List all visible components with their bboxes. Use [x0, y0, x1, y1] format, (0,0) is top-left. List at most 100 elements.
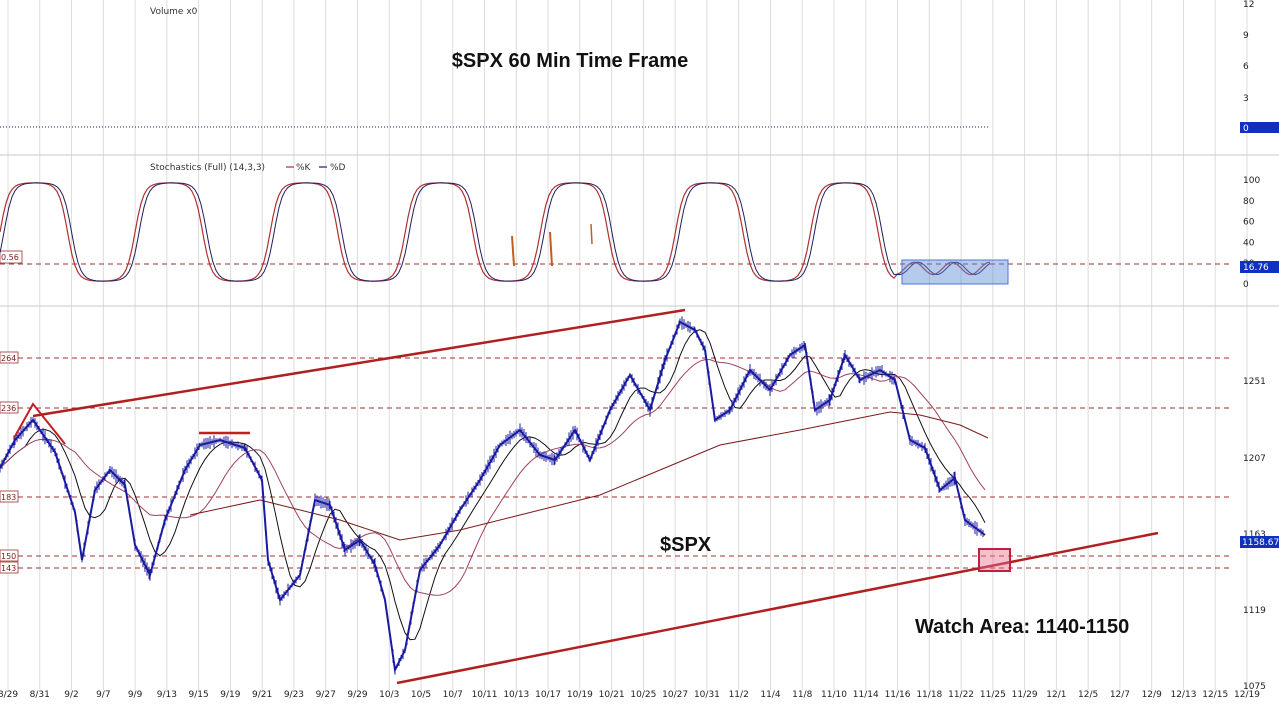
volume-last-box: [1240, 122, 1279, 133]
x-tick-label: 10/21: [599, 690, 625, 700]
price-level-box: [0, 549, 19, 562]
price-level-label: 236: [1, 404, 16, 413]
top-marker-caret: [13, 402, 66, 445]
x-tick-label: 9/7: [96, 690, 110, 700]
volume-tick: 3: [1243, 94, 1249, 104]
price-level-box: [0, 351, 19, 364]
x-tick-label: 9/13: [157, 690, 177, 700]
watch-area-box: [978, 548, 1011, 572]
stoch-arrow-1: [511, 235, 515, 267]
x-tick-label: 12/1: [1046, 690, 1066, 700]
volume-last-value: 0: [1243, 124, 1249, 134]
x-tick-label: 10/7: [443, 690, 463, 700]
volume-label: Volume x0: [150, 7, 198, 17]
x-tick-label: 11/2: [729, 690, 749, 700]
price-level-box: [0, 401, 19, 414]
price-tick: 1119: [1243, 606, 1266, 616]
volume-axis: 12 9 6 3: [1243, 0, 1254, 104]
x-tick-label: 10/17: [535, 690, 561, 700]
stoch-tick: 0: [1243, 280, 1249, 290]
x-tick-label: 11/14: [853, 690, 879, 700]
x-tick-label: 9/27: [316, 690, 336, 700]
x-tick-label: 12/13: [1170, 690, 1196, 700]
x-tick-label: 11/10: [821, 690, 847, 700]
x-tick-label: 9/21: [252, 690, 272, 700]
x-tick-label: 12/7: [1110, 690, 1130, 700]
x-tick-label: 10/5: [411, 690, 431, 700]
x-tick-label: 11/29: [1012, 690, 1038, 700]
price-tick: 1075: [1243, 682, 1266, 692]
watch-area-annotation: Watch Area: 1140-1150: [915, 616, 1129, 638]
x-tick-label: 9/19: [220, 690, 240, 700]
x-tick-label: 9/29: [347, 690, 367, 700]
price-tick: 1251: [1243, 377, 1266, 387]
moving-averages: [0, 329, 989, 641]
x-tick-label: 10/19: [567, 690, 593, 700]
stoch-level-box: [0, 250, 23, 264]
x-tick-label: 11/18: [916, 690, 942, 700]
volume-tick: 12: [1243, 0, 1254, 10]
x-tick-label: 11/4: [760, 690, 780, 700]
stoch-tick: 100: [1243, 176, 1260, 186]
legend-k: %K: [296, 163, 312, 173]
volume-tick: 6: [1243, 62, 1249, 72]
price-bars: [0, 316, 986, 675]
x-tick-label: 12/5: [1078, 690, 1098, 700]
x-tick-label: 11/25: [980, 690, 1006, 700]
stoch-current-value: 16.76: [1243, 263, 1269, 273]
ma-long-line: [189, 411, 989, 541]
stoch-label: Stochastics (Full) (14,3,3): [150, 163, 265, 173]
x-tick-label: 9/23: [284, 690, 304, 700]
upper-trendline: [32, 308, 686, 418]
x-tick-label: 10/25: [630, 690, 656, 700]
stoch-highlight-box: [901, 259, 1009, 285]
price-level-label: 143: [1, 564, 16, 573]
chart-title: $SPX 60 Min Time Frame: [452, 50, 688, 72]
price-line: [0, 320, 986, 674]
x-tick-label: 10/13: [503, 690, 529, 700]
price-tick: 1207: [1243, 454, 1266, 464]
lower-trendline: [396, 531, 1159, 685]
volume-tick: 9: [1243, 31, 1249, 41]
last-price-box: [1240, 536, 1279, 548]
stoch-k-line: [0, 182, 991, 282]
x-axis: 8/29 8/31 9/2 9/7 9/9 9/13 9/15 9/19 9/21 9/23 9/2…: [0, 690, 1260, 700]
price-level-label: 264: [1, 354, 16, 363]
x-tick-label: 11/8: [792, 690, 812, 700]
x-tick-label: 12/15: [1202, 690, 1228, 700]
x-tick-label: 11/16: [885, 690, 911, 700]
stoch-d-line: [0, 182, 991, 282]
price-level-box: [0, 561, 19, 574]
price-axis: 1251 1207 1163 1119 1075: [1243, 377, 1266, 692]
stoch-tick: 40: [1243, 238, 1255, 248]
x-tick-label: 11/22: [948, 690, 974, 700]
x-tick-label: 12/9: [1142, 690, 1162, 700]
price-level-label: 183: [1, 493, 16, 502]
x-tick-label: 9/15: [189, 690, 209, 700]
last-price: 1158.67: [1242, 538, 1279, 548]
stoch-tick: 60: [1243, 218, 1255, 228]
stoch-value-box: [1240, 261, 1279, 273]
x-tick-label: 12/19: [1234, 690, 1260, 700]
x-tick-label: 10/27: [662, 690, 688, 700]
stoch-arrow-3: [590, 223, 593, 245]
symbol-label: $SPX: [660, 534, 712, 556]
x-tick-label: 8/31: [30, 690, 50, 700]
x-tick-label: 9/9: [128, 690, 143, 700]
x-tick-label: 9/2: [64, 690, 78, 700]
price-level-box: [0, 490, 19, 503]
x-tick-label: 10/31: [694, 690, 720, 700]
stoch-arrow-2: [549, 231, 553, 267]
legend-d: %D: [330, 163, 346, 173]
stoch-arrows: [511, 223, 593, 267]
x-tick-label: 10/3: [379, 690, 399, 700]
stoch-tick: 80: [1243, 197, 1255, 207]
ma-mid-line: [0, 359, 986, 596]
x-tick-label: 10/11: [472, 690, 498, 700]
price-level-label: 150: [1, 552, 16, 561]
price-tick: 1163: [1243, 530, 1266, 540]
x-tick-label: 8/29: [0, 690, 18, 700]
stoch-level-label: 0.56: [1, 253, 19, 262]
vertical-grid: [7, 0, 1248, 690]
